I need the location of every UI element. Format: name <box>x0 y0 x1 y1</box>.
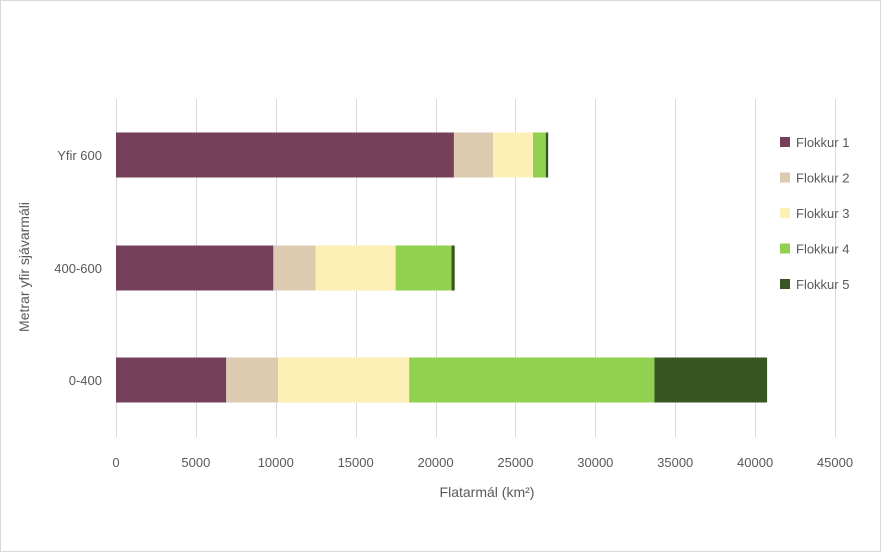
bar-segment <box>116 357 227 403</box>
y-axis-ticks: Yfir 600 400-600 0-400 <box>54 148 102 388</box>
legend-label: Flokkur 2 <box>796 171 849 186</box>
bar-segment <box>278 357 410 403</box>
legend-label: Flokkur 1 <box>796 135 849 150</box>
y-tick-label: 400-600 <box>54 261 102 276</box>
legend-swatch <box>780 172 790 183</box>
legend: Flokkur 1 Flokkur 2 Flokkur 3 Flokkur 4 Flok… <box>780 135 849 292</box>
legend-label: Flokkur 4 <box>796 242 849 257</box>
x-tick-label: 10000 <box>258 455 294 470</box>
legend-swatch <box>780 137 790 147</box>
bar-segment <box>545 132 549 178</box>
x-tick-label: 5000 <box>181 455 210 470</box>
x-tick-label: 30000 <box>577 455 613 470</box>
bar-segment <box>453 132 494 178</box>
legend-swatch <box>780 279 790 289</box>
x-tick-label: 35000 <box>657 455 693 470</box>
y-tick-label: 0-400 <box>69 373 102 388</box>
bars <box>116 132 768 403</box>
x-tick-label: 20000 <box>417 455 453 470</box>
x-axis-ticks: 0 5000 10000 15000 20000 25000 30000 35000 40000… <box>112 455 853 470</box>
y-axis-title: Metrar yfir sjávarmáli <box>16 202 32 332</box>
bar-segment <box>273 245 316 291</box>
x-tick-label: 15000 <box>338 455 374 470</box>
legend-swatch <box>780 208 790 218</box>
x-tick-label: 25000 <box>497 455 533 470</box>
x-tick-label: 0 <box>112 455 119 470</box>
bar-segment <box>493 132 534 178</box>
legend-label: Flokkur 3 <box>796 206 849 221</box>
x-tick-label: 45000 <box>817 455 853 470</box>
bar-segment <box>654 357 768 403</box>
bar-segment <box>409 357 655 403</box>
x-axis-title: Flatarmál (km²) <box>440 484 535 500</box>
y-tick-label: Yfir 600 <box>57 148 102 163</box>
bar-segment <box>116 245 274 291</box>
x-tick-label: 40000 <box>737 455 773 470</box>
bar-segment <box>315 245 396 291</box>
bar-segment <box>533 132 546 178</box>
bar-segment <box>116 132 454 178</box>
bar-segment <box>395 245 452 291</box>
bar-segment <box>451 245 455 291</box>
legend-label: Flokkur 5 <box>796 277 849 292</box>
legend-swatch <box>780 243 790 254</box>
bar-segment <box>226 357 279 403</box>
